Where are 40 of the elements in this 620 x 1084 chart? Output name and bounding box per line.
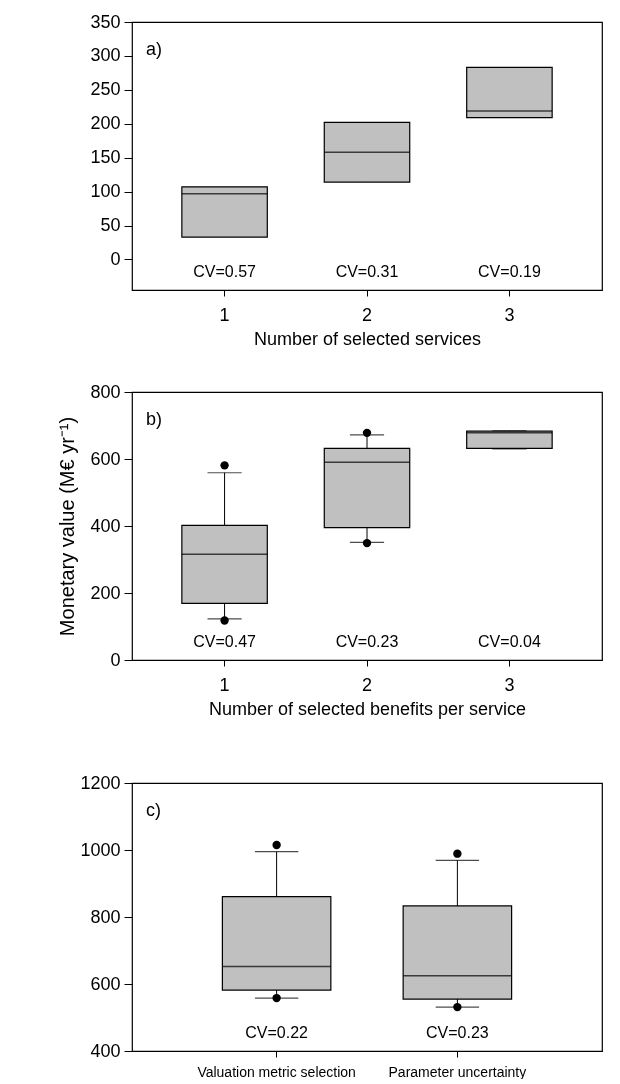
x-tick-label: 3 [504, 674, 515, 695]
annotation: a) [146, 39, 163, 59]
annotation: CV=0.23 [426, 1024, 489, 1041]
x-tick-label: 1 [219, 674, 230, 695]
annotation: CV=0.23 [335, 633, 399, 650]
y-tick-label: 200 [90, 113, 121, 134]
y-tick-label: 300 [90, 45, 121, 66]
y-tick-label: 0 [110, 248, 121, 269]
annotation: CV=0.57 [193, 263, 257, 280]
y-tick-label: 1200 [80, 772, 121, 793]
y-tick-label: 100 [90, 181, 121, 202]
y-tick-label: 800 [90, 381, 121, 402]
x-tick-label: 3 [504, 304, 515, 325]
x-tick-label: 2 [361, 674, 373, 695]
x-axis-title: Number of selected benefits per service [208, 698, 527, 719]
y-tick-label: 400 [90, 515, 121, 536]
x-axis-title: Number of selected services [253, 328, 482, 349]
annotation: c) [146, 800, 161, 820]
y-tick-label: 200 [90, 582, 121, 603]
y-tick-label: 400 [90, 1040, 121, 1061]
y-tick-label: 250 [90, 79, 121, 100]
annotation: CV=0.04 [478, 633, 541, 650]
x-tick-label: 1 [219, 304, 230, 325]
annotation: CV=0.47 [193, 633, 257, 650]
y-tick-label: 1000 [80, 839, 121, 860]
annotation: CV=0.19 [478, 263, 541, 280]
x-tick-label: 2 [361, 304, 373, 325]
y-tick-label: 600 [90, 973, 121, 994]
y-axis-title: Monetary value (M€ yr⁻¹) [56, 416, 79, 637]
y-tick-label: 600 [90, 448, 121, 469]
y-tick-label: 0 [110, 649, 121, 670]
y-tick-label: 150 [90, 147, 121, 168]
y-tick-label: 50 [100, 215, 121, 236]
y-tick-label: 350 [90, 11, 121, 32]
x-tick-label: Parameter uncertainty [388, 1063, 527, 1080]
x-tick-label: Valuation metric selection [197, 1063, 356, 1080]
annotation: CV=0.22 [245, 1024, 309, 1041]
annotation: CV=0.31 [335, 263, 399, 280]
annotation: b) [146, 409, 163, 429]
y-tick-label: 800 [90, 906, 121, 927]
